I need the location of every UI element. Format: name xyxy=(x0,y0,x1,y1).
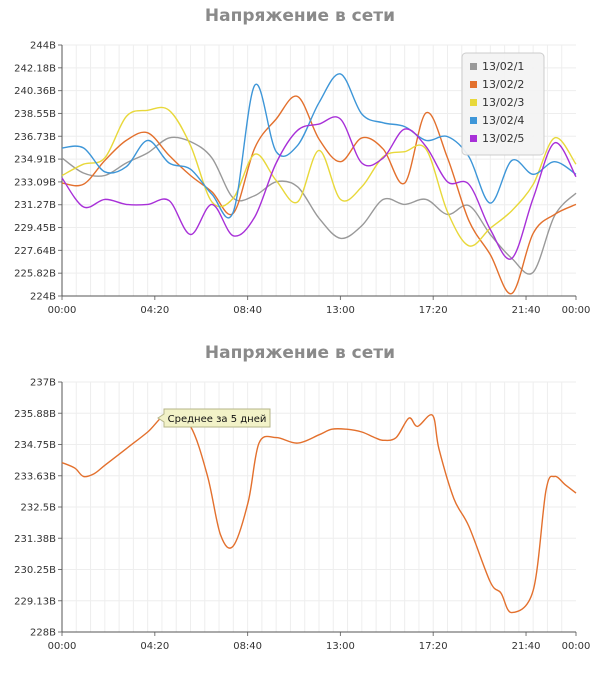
x-tick-label: 04:20 xyxy=(140,641,169,652)
y-tick-label: 230.25В xyxy=(14,565,56,576)
voltage-chart-daily: Напряжение в сети 244В 242.18В 240.36В 238.… xyxy=(14,6,590,317)
x-tick-label: 00:00 xyxy=(48,305,77,316)
legend-label: 13/02/3 xyxy=(482,96,524,109)
x-tick-label: 04:20 xyxy=(140,305,169,316)
legend-label: 13/02/2 xyxy=(482,78,524,91)
y-tick-label: 235.88В xyxy=(14,409,56,420)
x-tick-label: 08:40 xyxy=(233,641,262,652)
legend-swatch xyxy=(470,117,477,124)
x-tick-label: 08:40 xyxy=(233,305,262,316)
y-tick-label: 236.73В xyxy=(14,132,56,143)
y-tick-label: 234.91В xyxy=(14,155,56,166)
x-tick-label: 00:00 xyxy=(562,305,591,316)
series-line-1 xyxy=(61,136,577,275)
y-tick-label: 231.27В xyxy=(14,200,56,211)
series-layer xyxy=(61,411,577,614)
x-tick-label: 17:20 xyxy=(419,641,448,652)
annotation: Среднее за 5 дней xyxy=(157,408,271,428)
x-tick-label: 21:40 xyxy=(512,305,541,316)
legend-label: 13/02/4 xyxy=(482,114,524,127)
series-line-1 xyxy=(61,411,577,614)
axis-layer: 237В 235.88В 234.75В 233.63В 232.5В 231.38В 23… xyxy=(14,378,590,653)
series-line-4 xyxy=(61,73,577,219)
annotation-callout xyxy=(157,408,271,428)
x-tick-label: 00:00 xyxy=(48,641,77,652)
y-tick-label: 233.09В xyxy=(14,177,56,188)
legend-label: 13/02/1 xyxy=(482,60,524,73)
y-tick-label: 244В xyxy=(30,41,56,52)
legend: 13/02/1 13/02/2 13/02/3 13/02/4 13/02/5 xyxy=(461,52,545,156)
chart-title: Напряжение в сети xyxy=(205,6,395,26)
y-tick-label: 228В xyxy=(30,628,56,639)
y-tick-label: 234.75В xyxy=(14,440,56,451)
grid-layer xyxy=(62,381,576,633)
y-tick-label: 232.5В xyxy=(21,503,57,514)
chart-title: Напряжение в сети xyxy=(205,343,395,363)
x-tick-label: 13:00 xyxy=(326,305,355,316)
y-tick-label: 229.13В xyxy=(14,596,56,607)
series-line-5 xyxy=(61,116,577,260)
series-layer xyxy=(61,73,577,295)
legend-label: 13/02/5 xyxy=(482,132,524,145)
y-tick-label: 225.82В xyxy=(14,269,56,280)
y-tick-label: 242.18В xyxy=(14,63,56,74)
y-tick-label: 240.36В xyxy=(14,86,56,97)
y-tick-label: 233.63В xyxy=(14,471,56,482)
legend-box xyxy=(461,52,545,156)
legend-swatch xyxy=(470,99,477,106)
y-tick-label: 224В xyxy=(30,292,56,303)
legend-swatch xyxy=(470,63,477,70)
x-tick-label: 00:00 xyxy=(562,641,591,652)
annotation-label: Среднее за 5 дней xyxy=(168,414,267,425)
x-tick-label: 17:20 xyxy=(419,305,448,316)
x-tick-label: 13:00 xyxy=(326,641,355,652)
voltage-chart-average: Напряжение в сети 237В 235.88В 234.75В 233.… xyxy=(14,343,590,653)
legend-swatch xyxy=(470,81,477,88)
y-tick-label: 229.45В xyxy=(14,223,56,234)
y-tick-label: 227.64В xyxy=(14,246,56,257)
axis-layer: 244В 242.18В 240.36В 238.55В 236.73В 234.91В 2… xyxy=(14,41,590,317)
x-tick-label: 21:40 xyxy=(512,641,541,652)
y-tick-label: 238.55В xyxy=(14,109,56,120)
legend-swatch xyxy=(470,135,477,142)
y-tick-label: 237В xyxy=(30,378,56,389)
series-line-2 xyxy=(61,95,577,295)
y-tick-label: 231.38В xyxy=(14,534,56,545)
